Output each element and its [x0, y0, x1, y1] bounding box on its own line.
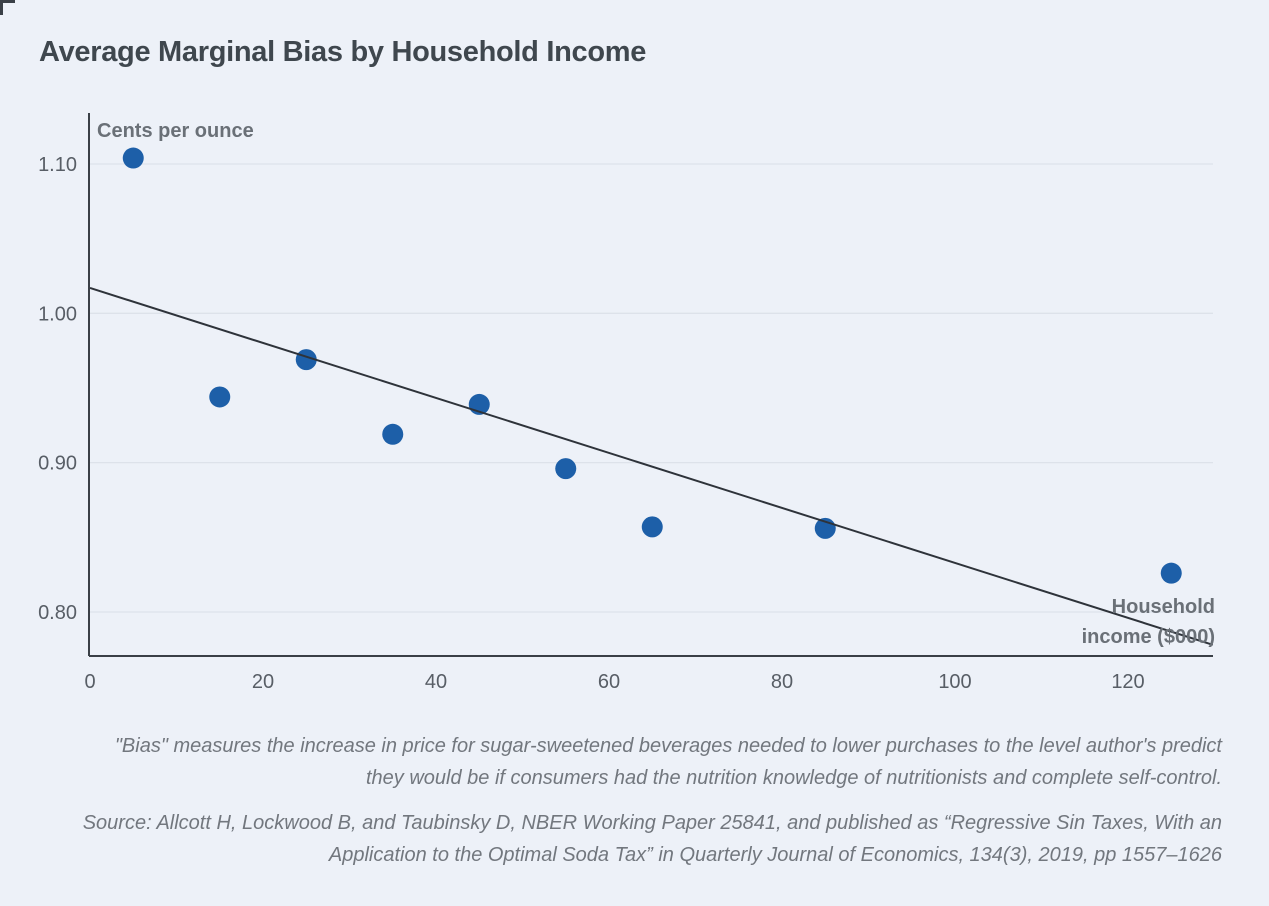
source-note: Source: Allcott H, Lockwood B, and Taubi… [40, 808, 1222, 871]
x-tick-label: 20 [252, 671, 274, 693]
data-point [641, 516, 663, 538]
x-tick-label: 0 [84, 671, 95, 693]
x-axis-title-line1: Household [1112, 596, 1215, 618]
source-line1: Source: Allcott H, Lockwood B, and Taubi… [82, 812, 1222, 835]
y-axis-title: Cents per ounce [97, 120, 254, 142]
y-tick-label: 1.10 [38, 154, 77, 176]
y-tick-label: 1.00 [38, 303, 77, 325]
data-point [1160, 562, 1182, 584]
x-tick-label: 80 [771, 671, 793, 693]
x-tick-label: 40 [425, 671, 447, 693]
y-tick-label: 0.80 [38, 602, 77, 624]
x-axis-title-line2: income ($000) [1082, 626, 1215, 648]
footnote: "Bias" measures the increase in price fo… [40, 731, 1222, 794]
footnote-line2: they would be if consumers had the nutri… [365, 766, 1222, 789]
source-line2: Application to the Optimal Soda Tax” in … [328, 843, 1222, 866]
x-tick-label: 100 [938, 671, 971, 693]
footnote-line1: "Bias" measures the increase in price fo… [114, 735, 1222, 757]
x-tick-label: 60 [598, 671, 620, 693]
scatter-chart: 1.10 1.00 0.90 0.80 0 20 40 60 80 100 120 Cents per… [38, 113, 1215, 693]
y-tick-label: 0.90 [38, 453, 77, 475]
trend-line [89, 286, 1214, 646]
data-point [555, 458, 577, 480]
x-tick-label: 120 [1111, 671, 1144, 693]
data-point [382, 423, 404, 445]
data-point [209, 386, 231, 408]
chart-notes: "Bias" measures the increase in price fo… [40, 731, 1222, 885]
data-point [122, 147, 144, 169]
chart-title: Average Marginal Bias by Household Incom… [39, 36, 647, 68]
corner-mark [0, 0, 15, 15]
